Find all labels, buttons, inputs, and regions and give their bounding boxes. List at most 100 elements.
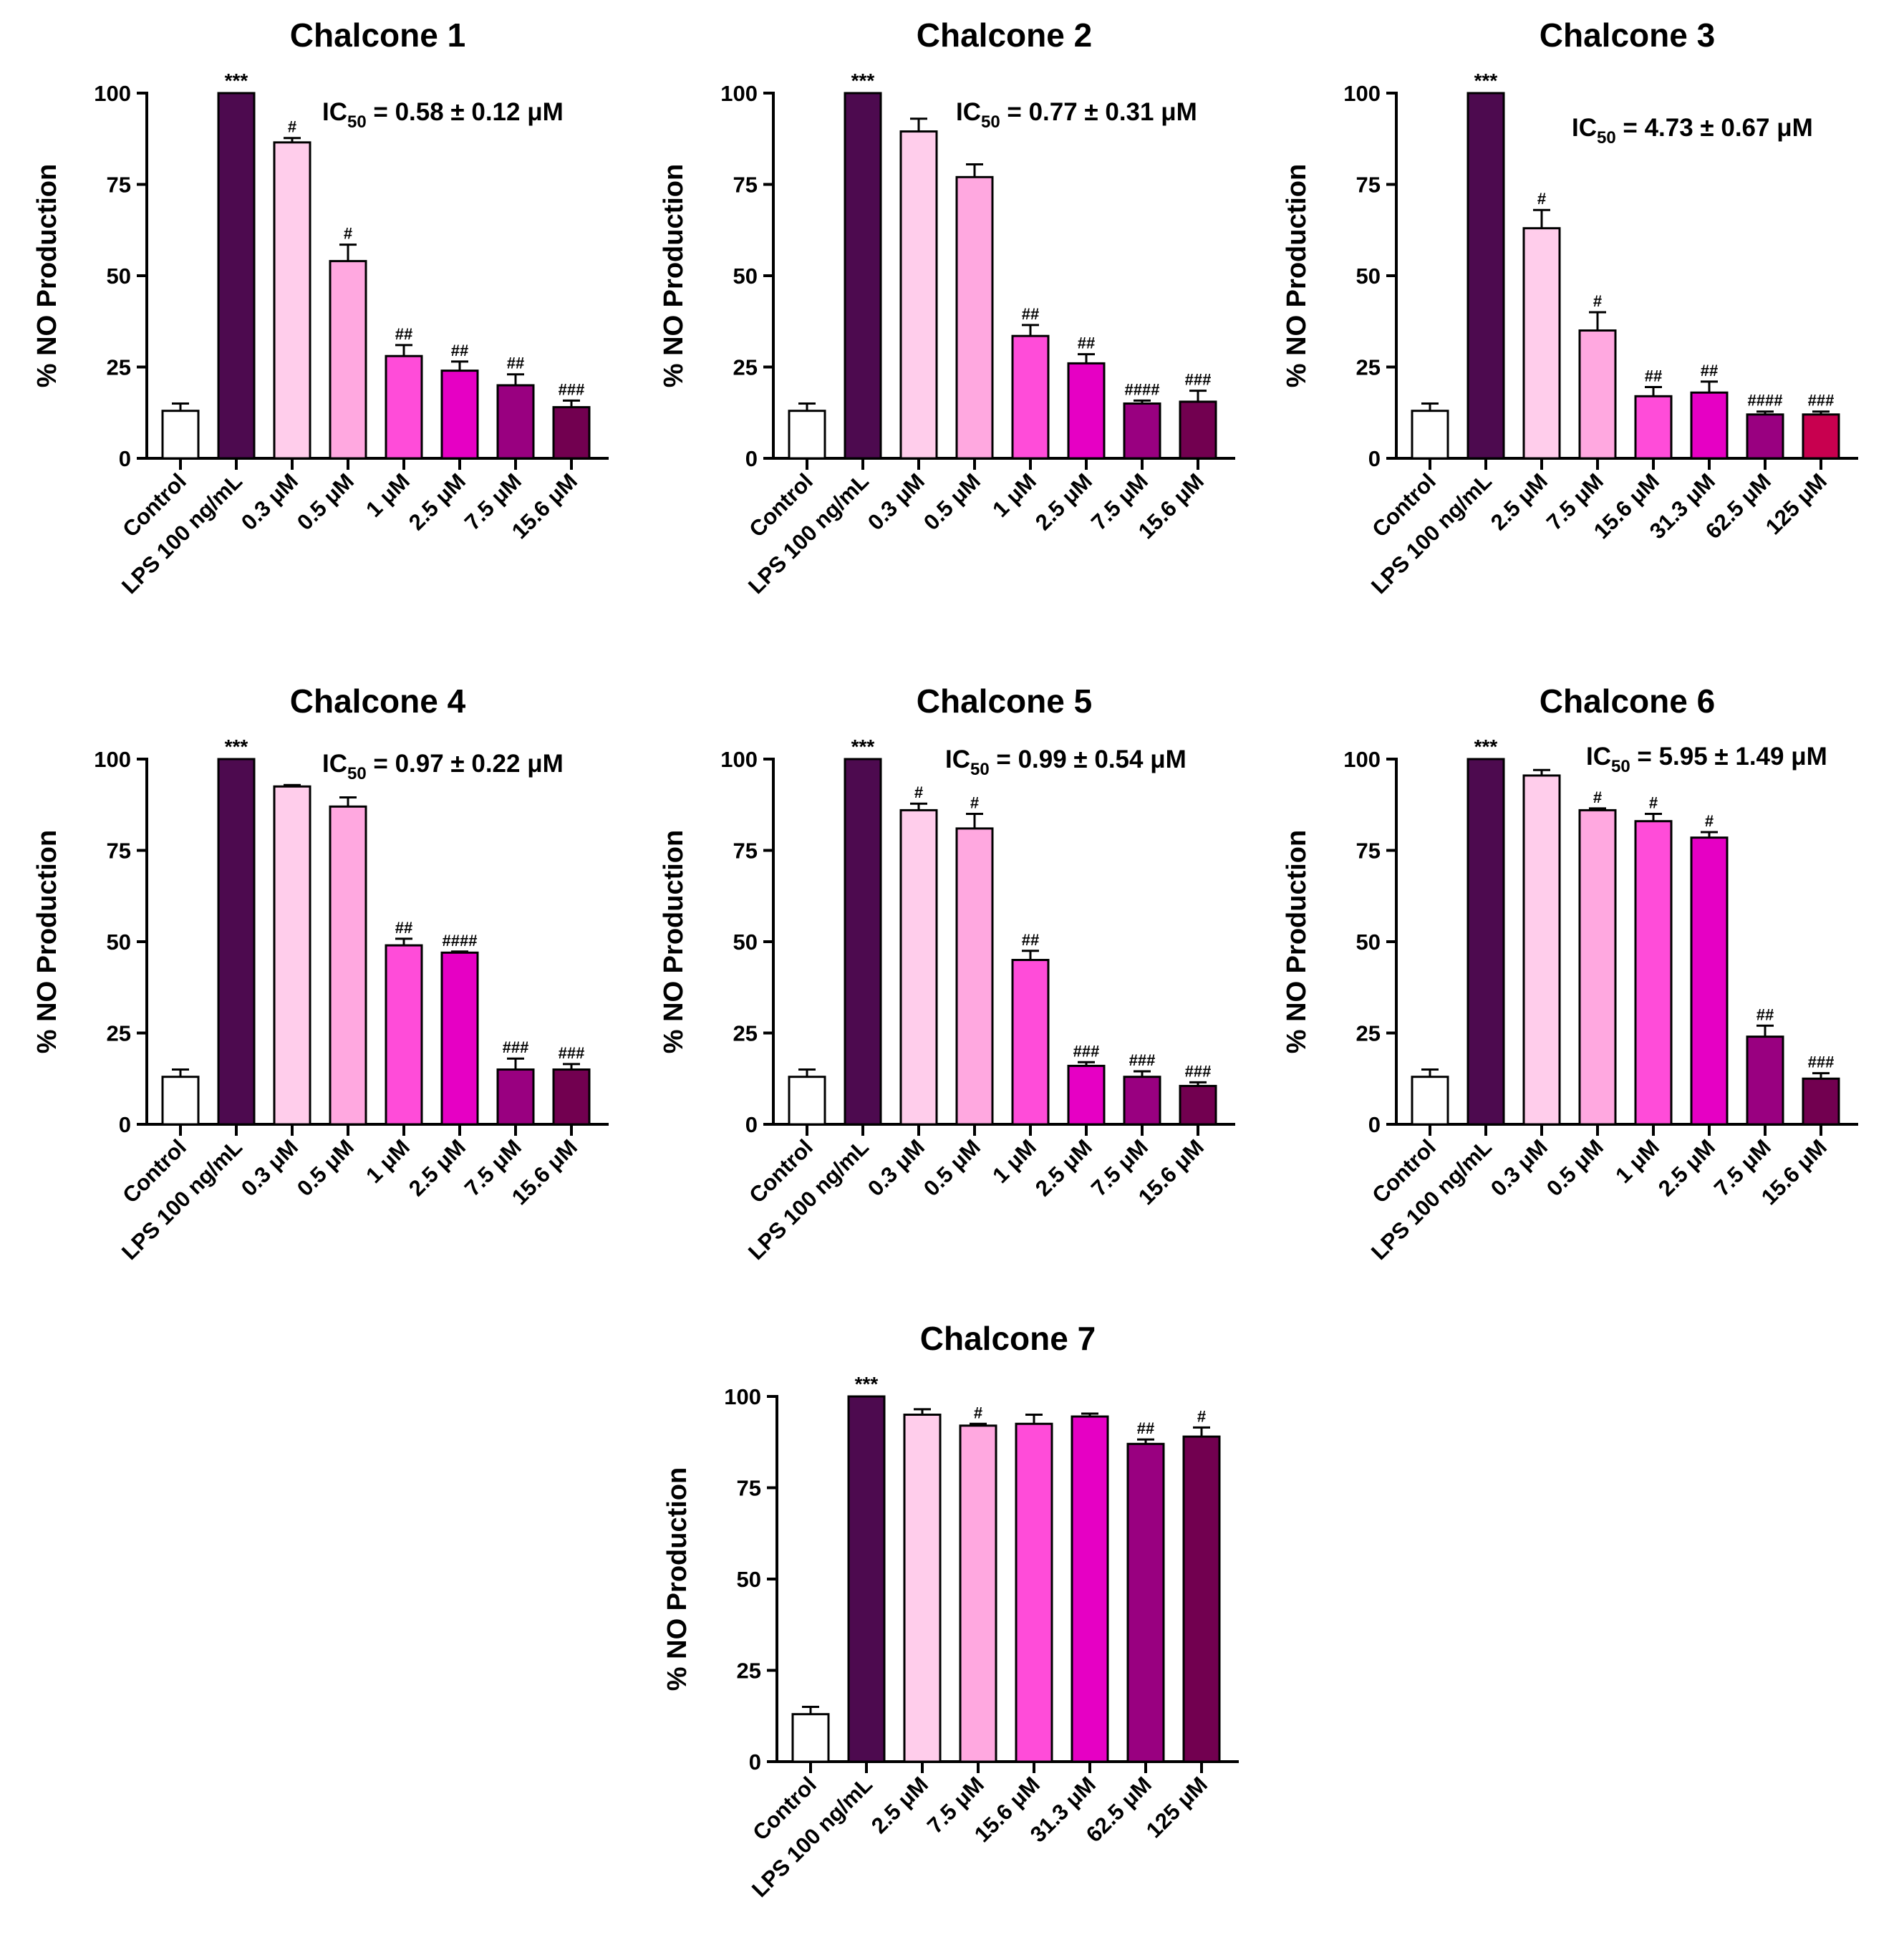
- significance-label: #: [1197, 1407, 1206, 1425]
- bar: [959, 1424, 997, 1763]
- significance-label: ####: [1125, 380, 1160, 398]
- significance-label: #: [1593, 292, 1602, 310]
- significance-label: ##: [1756, 1005, 1774, 1023]
- x-tick-label: 2.5 μM: [866, 1772, 933, 1838]
- significance-label: ***: [851, 69, 875, 92]
- significance-label: #: [1537, 190, 1546, 208]
- x-tick-label: 0.3 μM: [863, 468, 929, 535]
- y-tick-label: 75: [1356, 173, 1381, 198]
- panel-chalcone-5: Chalcone 5% NO Production 0 25 50 75 100 Contr…: [648, 673, 1271, 1318]
- ic50-annotation: IC50 = 4.73 ± 0.67 μM: [1572, 114, 1813, 148]
- bar: [217, 758, 256, 1126]
- chart-title: Chalcone 7: [920, 1320, 1096, 1357]
- y-tick-label: 75: [733, 173, 758, 198]
- significance-label: #: [1705, 812, 1714, 830]
- significance-label: ##: [395, 919, 412, 937]
- chart-svg: Chalcone 4% NO Production0255075100Contr…: [32, 682, 609, 1265]
- ic50-annotation: IC50 = 0.99 ± 0.54 μM: [945, 745, 1187, 779]
- bar: [847, 1395, 886, 1763]
- significance-label: ####: [1748, 392, 1783, 410]
- bar: [1522, 227, 1561, 460]
- significance-label: ###: [1129, 1051, 1156, 1069]
- bar: [1011, 334, 1050, 460]
- significance-label: ***: [1474, 69, 1498, 92]
- y-tick-label: 50: [1356, 264, 1381, 289]
- bar: [1179, 400, 1217, 460]
- y-tick-label: 0: [745, 446, 758, 471]
- y-tick-label: 100: [720, 81, 758, 106]
- x-tick-label: 2.5 μM: [404, 1134, 470, 1201]
- x-tick-label: 0.5 μM: [919, 468, 985, 535]
- y-tick-label: 50: [733, 264, 758, 289]
- panel-chalcone-2: Chalcone 2% NO Production 0 25 50 75 100 Contr…: [648, 7, 1271, 652]
- bar: [273, 785, 311, 1126]
- ic50-annotation: IC50 = 5.95 ± 1.49 μM: [1586, 743, 1827, 776]
- panel-chalcone-6: Chalcone 6% NO Production 0 25 50 75 100 Contr…: [1271, 673, 1894, 1318]
- chart-svg: Chalcone 6% NO Production0255075100Contr…: [1282, 682, 1858, 1265]
- y-tick-label: 100: [94, 81, 131, 106]
- bar: [1071, 1415, 1109, 1763]
- bar: [1746, 413, 1784, 460]
- y-tick-label: 50: [107, 930, 131, 955]
- bar: [1466, 92, 1505, 460]
- significance-label: ###: [1185, 371, 1212, 389]
- bar: [1411, 410, 1449, 460]
- chart-title: Chalcone 6: [1540, 682, 1715, 720]
- bar: [955, 175, 994, 460]
- significance-label: ***: [225, 735, 248, 758]
- y-tick-label: 25: [107, 355, 131, 380]
- x-tick-label: 125 μM: [1761, 468, 1832, 539]
- significance-label: ###: [1185, 1062, 1212, 1080]
- significance-label: ***: [1474, 735, 1498, 758]
- bar: [788, 1076, 826, 1126]
- chart-svg: Chalcone 3% NO Production0255075100Contr…: [1282, 16, 1858, 599]
- y-tick-label: 75: [737, 1476, 761, 1501]
- ic50-annotation: IC50 = 0.97 ± 0.22 μM: [322, 750, 564, 783]
- y-tick-label: 25: [107, 1021, 131, 1046]
- y-tick-label: 25: [737, 1659, 761, 1684]
- bar: [329, 805, 367, 1126]
- bar: [1690, 836, 1729, 1126]
- significance-label: ***: [225, 69, 248, 92]
- significance-label: ##: [1022, 931, 1039, 949]
- y-tick-label: 100: [1343, 81, 1381, 106]
- bar: [1690, 391, 1729, 460]
- x-tick-label: 2.5 μM: [1653, 1134, 1720, 1201]
- significance-label: #: [1649, 794, 1658, 812]
- bar: [899, 130, 938, 460]
- bar: [273, 141, 311, 460]
- chart-title: Chalcone 4: [290, 682, 466, 720]
- bar: [844, 758, 882, 1126]
- x-tick-label: 2.5 μM: [1030, 1134, 1097, 1201]
- panel-chalcone-1: Chalcone 1% NO Production 0 25 50 75 100 Contr…: [21, 7, 644, 652]
- significance-label: #: [344, 225, 352, 243]
- bar: [217, 92, 256, 460]
- bar: [1746, 1036, 1784, 1126]
- y-tick-label: 25: [1356, 355, 1381, 380]
- bar: [329, 260, 367, 460]
- chart-svg: Chalcone 7% NO Production0255075100Contr…: [662, 1320, 1239, 1902]
- significance-label: #: [914, 783, 923, 801]
- y-axis-label: % NO Production: [1282, 164, 1312, 387]
- x-tick-label: 2.5 μM: [404, 468, 470, 535]
- y-tick-label: 100: [720, 747, 758, 772]
- significance-label: ##: [1645, 367, 1662, 385]
- y-tick-label: 0: [745, 1112, 758, 1137]
- bar: [844, 92, 882, 460]
- significance-label: #: [970, 794, 979, 812]
- y-tick-label: 100: [724, 1384, 761, 1409]
- bar: [1179, 1084, 1217, 1126]
- chart-svg: Chalcone 5% NO Production0255075100Contr…: [659, 682, 1235, 1265]
- bar: [161, 410, 200, 460]
- y-tick-label: 0: [1368, 446, 1381, 471]
- significance-label: ***: [851, 735, 875, 758]
- y-tick-label: 75: [1356, 839, 1381, 864]
- bar: [955, 827, 994, 1126]
- bar: [552, 406, 591, 460]
- significance-label: ###: [503, 1038, 529, 1056]
- significance-label: ###: [559, 380, 585, 398]
- x-tick-label: 0.3 μM: [236, 1134, 303, 1201]
- y-tick-label: 100: [1343, 747, 1381, 772]
- bar: [1802, 1077, 1840, 1126]
